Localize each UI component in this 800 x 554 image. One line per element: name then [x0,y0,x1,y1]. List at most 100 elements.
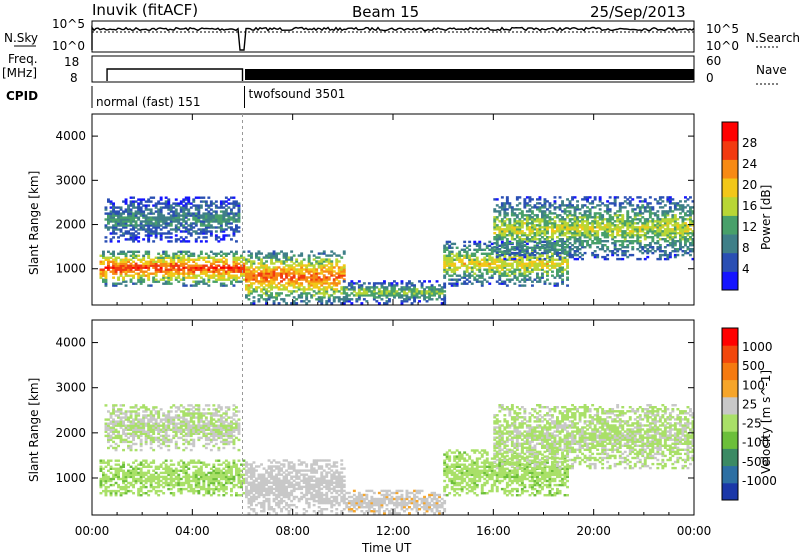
echo-cell [192,473,196,477]
echo-cell [443,302,447,305]
echo-cell [643,208,647,211]
echo-cell [194,489,198,493]
echo-cell [237,220,241,223]
echo-cell [250,254,253,257]
echo-cell [616,250,620,253]
echo-cell [485,262,489,265]
echo-cell [573,251,577,255]
echo-cell [618,228,622,231]
echo-cell [611,216,615,219]
echo-cell [398,292,401,295]
echo-cell [523,206,527,209]
echo-cell [99,467,103,470]
echo-cell [134,481,138,485]
echo-cell [681,226,685,229]
echo-cell [227,479,231,483]
echo-cell [250,282,253,285]
echo-cell [144,264,148,267]
echo-cell [380,298,384,301]
echo-cell [505,198,509,201]
echo-cell [448,262,452,265]
echo-cell [119,408,123,411]
echo-cell [513,214,517,217]
echo-cell [197,258,201,261]
echo-cell [162,226,166,229]
echo-cell [621,246,625,249]
echo-cell [245,272,248,275]
echo-cell [668,222,672,225]
echo-cell [197,232,201,235]
echo-cell [132,226,135,229]
echo-cell [104,280,108,283]
echo-cell [583,214,587,217]
echo-cell [440,292,444,295]
echo-cell [393,286,396,289]
echo-cell [285,288,288,291]
echo-cell [458,256,462,259]
echo-cell [154,236,158,239]
echo-cell [475,280,479,283]
echo-cell [104,487,108,491]
echo-cell [139,461,143,464]
echo-cell [518,196,522,199]
echo-cell [448,244,452,247]
echo-cell [563,248,567,251]
echo-cell [425,300,429,303]
echo-cell [169,208,173,211]
echo-cell [137,198,141,201]
echo-cell [209,276,213,279]
echo-cell [127,238,130,241]
echo-cell [240,274,243,277]
echo-cell [473,276,477,279]
echo-cell [500,222,504,225]
echo-cell [495,204,499,207]
echo-cell [102,489,105,493]
echo-cell [270,254,273,257]
echo-cell [531,253,534,257]
echo-cell [558,220,562,223]
echo-cell [255,274,258,277]
echo-cell [282,256,286,259]
echo-cell [232,196,236,199]
echo-cell [423,296,426,299]
echo-cell [568,255,572,259]
echo-cell [262,268,266,271]
echo-cell [139,479,143,483]
echo-cell [172,473,176,477]
echo-cell [184,214,188,217]
echo-cell [159,278,163,281]
echo-cell [515,276,519,279]
echo-cell [157,260,161,263]
echo-cell [536,234,539,237]
echo-cell [596,253,600,257]
echo-cell [187,481,191,485]
echo-cell [563,220,567,223]
echo-cell [177,202,181,205]
echo-cell [142,270,146,273]
echo-cell [523,272,527,275]
echo-cell [255,278,258,281]
echo-cell [315,298,319,301]
echo-cell [124,280,128,283]
echo-cell [553,222,557,225]
echo-cell [656,242,660,245]
echo-cell [257,268,261,271]
echo-cell [541,274,544,277]
echo-cell [172,218,176,221]
echo-cell [202,473,206,477]
echo-cell [533,248,537,251]
echo-cell [149,212,153,215]
echo-cell [212,475,216,479]
echo-cell [112,282,115,285]
echo-cell [468,262,472,265]
echo-cell [107,485,110,489]
echo-cell [124,440,128,444]
echo-cell [267,298,271,301]
echo-cell [112,210,115,213]
echo-cell [142,492,146,495]
echo-cell [430,294,434,297]
echo-cell [548,264,552,267]
echo-cell [638,230,642,233]
echo-cell [127,485,130,489]
echo-cell [613,212,617,215]
